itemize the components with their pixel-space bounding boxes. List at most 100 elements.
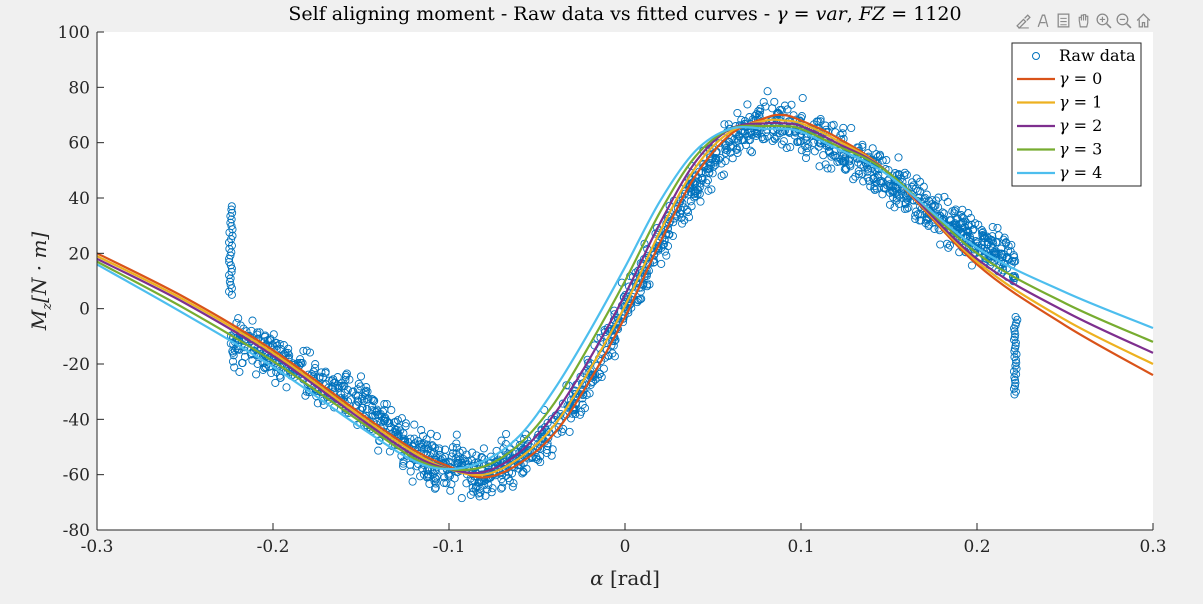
raw-data-point bbox=[261, 331, 270, 340]
raw-data-point bbox=[227, 202, 236, 211]
raw-data-point bbox=[770, 135, 780, 144]
raw-data-point bbox=[823, 164, 832, 173]
raw-data-point bbox=[735, 143, 744, 152]
raw-data-point bbox=[686, 197, 695, 206]
home-icon[interactable] bbox=[1134, 11, 1153, 30]
raw-data-point bbox=[809, 138, 818, 147]
raw-data-point bbox=[240, 352, 250, 361]
raw-data-point bbox=[269, 330, 278, 339]
title-prefix: Self aligning moment - Raw data vs fitte… bbox=[288, 3, 776, 25]
raw-data-point bbox=[951, 205, 960, 214]
raw-data-point bbox=[839, 123, 848, 132]
raw-data-point bbox=[227, 267, 236, 276]
legend[interactable]: Raw data γ = 0 γ = 1 γ = 2 γ = 3 γ = 4 bbox=[1011, 42, 1142, 187]
raw-data-point bbox=[839, 157, 848, 166]
raw-data-point bbox=[821, 121, 830, 130]
raw-data-point bbox=[340, 388, 349, 398]
raw-data-point bbox=[901, 198, 910, 208]
raw-data-point bbox=[728, 154, 737, 163]
raw-data-point bbox=[915, 216, 924, 225]
raw-data-point bbox=[425, 479, 434, 488]
legend-label-value: = 1 bbox=[1069, 93, 1103, 112]
raw-data-point bbox=[756, 107, 765, 116]
legend-entry-gamma-1[interactable]: γ = 1 bbox=[1017, 93, 1102, 112]
raw-data-point bbox=[487, 488, 496, 497]
raw-data-point bbox=[498, 483, 507, 492]
raw-data-point bbox=[374, 446, 383, 455]
raw-data-point bbox=[845, 157, 854, 166]
raw-data-point bbox=[466, 490, 475, 499]
datatip-icon[interactable] bbox=[1034, 11, 1053, 30]
raw-data-point bbox=[370, 406, 379, 416]
raw-data-point bbox=[230, 363, 239, 372]
title-var: var bbox=[816, 3, 849, 25]
y-tick-label: 40 bbox=[68, 189, 90, 209]
raw-data-point bbox=[229, 351, 238, 360]
legend-entry-gamma-4[interactable]: γ = 4 bbox=[1017, 163, 1102, 182]
export-icon[interactable] bbox=[1054, 11, 1073, 30]
raw-data-point bbox=[890, 203, 899, 212]
pan-icon[interactable] bbox=[1074, 11, 1093, 30]
raw-data-point bbox=[913, 210, 922, 219]
raw-data-point bbox=[706, 160, 716, 169]
raw-data-point bbox=[538, 434, 547, 443]
raw-data-point bbox=[870, 184, 879, 193]
raw-data-point bbox=[273, 341, 282, 350]
raw-data-point bbox=[519, 468, 528, 477]
raw-data-point bbox=[922, 216, 931, 225]
raw-data-point bbox=[397, 414, 406, 423]
raw-data-point bbox=[329, 375, 338, 384]
raw-data-point bbox=[368, 412, 377, 421]
raw-data-point bbox=[994, 231, 1003, 240]
raw-data-point bbox=[703, 176, 712, 185]
y-axis-label-m: M bbox=[27, 309, 51, 331]
raw-data-point bbox=[841, 165, 850, 174]
raw-data-point bbox=[1011, 378, 1020, 388]
raw-data-point bbox=[309, 367, 318, 376]
raw-data-point bbox=[636, 295, 645, 304]
raw-data-point bbox=[680, 189, 689, 198]
raw-data-point bbox=[226, 218, 235, 227]
raw-data-point bbox=[471, 484, 480, 493]
raw-data-point bbox=[888, 187, 897, 197]
legend-entry-gamma-2[interactable]: γ = 2 bbox=[1017, 116, 1102, 135]
raw-data-point bbox=[875, 150, 885, 159]
raw-data-point bbox=[934, 193, 943, 202]
raw-data-point bbox=[234, 314, 243, 323]
raw-data-point bbox=[787, 100, 796, 109]
raw-data-point bbox=[620, 302, 630, 311]
raw-data-point bbox=[474, 489, 483, 498]
raw-data-point bbox=[958, 205, 967, 214]
raw-data-point bbox=[315, 372, 324, 381]
zoom-out-icon[interactable] bbox=[1114, 11, 1133, 30]
raw-data-point bbox=[580, 404, 590, 413]
raw-data-point bbox=[801, 142, 810, 151]
raw-data-point bbox=[330, 378, 339, 388]
raw-data-point bbox=[968, 226, 977, 235]
raw-data-point bbox=[430, 449, 439, 458]
raw-data-point bbox=[595, 369, 604, 378]
legend-marker-raw-data bbox=[1032, 52, 1040, 60]
raw-data-point bbox=[398, 462, 408, 471]
raw-data-point bbox=[353, 420, 362, 429]
raw-data-point bbox=[610, 310, 619, 319]
legend-entry-gamma-3[interactable]: γ = 3 bbox=[1017, 140, 1102, 159]
raw-data-point bbox=[301, 391, 310, 400]
raw-data-point bbox=[691, 188, 700, 198]
raw-data-point bbox=[504, 473, 513, 483]
brush-icon[interactable] bbox=[1014, 11, 1033, 30]
legend-entry-gamma-0[interactable]: γ = 0 bbox=[1017, 69, 1102, 88]
zoom-in-icon[interactable] bbox=[1094, 11, 1113, 30]
chart-title: Self aligning moment - Raw data vs fitte… bbox=[288, 3, 961, 25]
raw-data-point bbox=[448, 443, 457, 452]
legend-label-gamma-0: γ = 0 bbox=[1059, 69, 1102, 88]
raw-data-point bbox=[575, 410, 585, 419]
raw-data-point bbox=[288, 370, 297, 379]
raw-data-point bbox=[600, 328, 610, 337]
raw-data-point bbox=[423, 440, 432, 449]
raw-data-point bbox=[801, 153, 811, 163]
legend-entry-raw-data[interactable]: Raw data bbox=[1032, 46, 1136, 65]
raw-data-point bbox=[916, 210, 925, 219]
raw-data-point bbox=[1012, 358, 1021, 367]
raw-data-point bbox=[746, 146, 755, 155]
